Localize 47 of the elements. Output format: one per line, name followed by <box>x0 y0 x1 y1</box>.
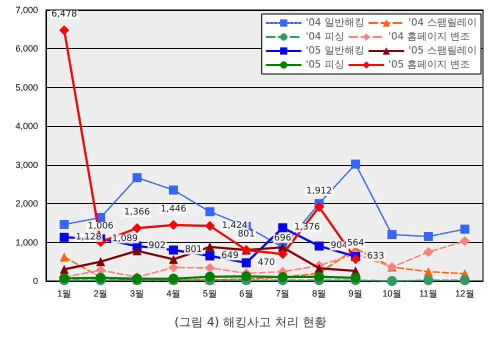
x-tick-label: 9월 <box>348 288 363 298</box>
y-tick-label: 6,000 <box>15 44 38 54</box>
x-tick-label: 5월 <box>202 288 217 298</box>
data-label: 1,006 <box>88 222 114 232</box>
y-tick-label: 1,000 <box>15 237 38 248</box>
data-label: 696 <box>274 234 292 244</box>
x-tick-label: 11월 <box>419 288 438 298</box>
data-label: 1,424 <box>222 220 248 231</box>
data-label: 1,912 <box>306 186 332 196</box>
y-tick-label: 7,000 <box>15 5 38 15</box>
legend-label: '05 피싱 <box>306 60 344 70</box>
data-label: 801 <box>238 229 255 240</box>
data-label: 1,128 <box>76 232 102 242</box>
data-label: 801 <box>184 244 202 255</box>
x-tick-label: 1월 <box>57 288 72 298</box>
data-label: 1,089 <box>112 234 138 244</box>
x-tick-label: 3월 <box>130 288 144 298</box>
data-label: 649 <box>221 250 239 261</box>
x-tick-label: 2월 <box>94 288 108 298</box>
data-label: 633 <box>367 251 384 262</box>
legend-label: '05 홈페이지 변조 <box>388 60 470 70</box>
data-label: 564 <box>346 238 364 249</box>
x-tick-label: 7월 <box>276 288 290 298</box>
legend-label: '04 일반해킹 <box>306 18 364 28</box>
legend-label: '05 일반해킹 <box>306 46 364 56</box>
legend-label: '04 홈페이지 변조 <box>388 32 470 42</box>
data-label: 6,478 <box>51 10 78 20</box>
data-label: 904 <box>330 241 348 251</box>
y-tick-label: 5,000 <box>15 82 38 92</box>
x-tick-label: 8월 <box>312 288 326 298</box>
data-label: 470 <box>258 258 276 268</box>
data-label: 1,446 <box>160 204 187 215</box>
x-tick-label: 10월 <box>382 288 402 298</box>
y-tick-label: 2,000 <box>15 198 38 209</box>
x-tick-label: 6월 <box>239 288 254 298</box>
y-tick-label: 3,000 <box>15 160 38 170</box>
data-label: 902 <box>148 241 166 252</box>
data-label: 1,376 <box>294 222 320 233</box>
text: (그림 4) 해킹사고 처리 현황 <box>174 315 327 329</box>
y-tick-label: 0 <box>32 276 38 286</box>
legend-label: '05 스팸릴레이 <box>408 46 478 56</box>
x-tick-label: 4월 <box>166 288 180 298</box>
legend-label: '04 스팸릴레이 <box>408 18 478 28</box>
x-tick-label: 12월 <box>455 288 474 298</box>
data-label: 1,366 <box>124 208 150 218</box>
y-tick-label: 4,000 <box>15 121 38 132</box>
legend-label: '04 피싱 <box>306 32 344 42</box>
